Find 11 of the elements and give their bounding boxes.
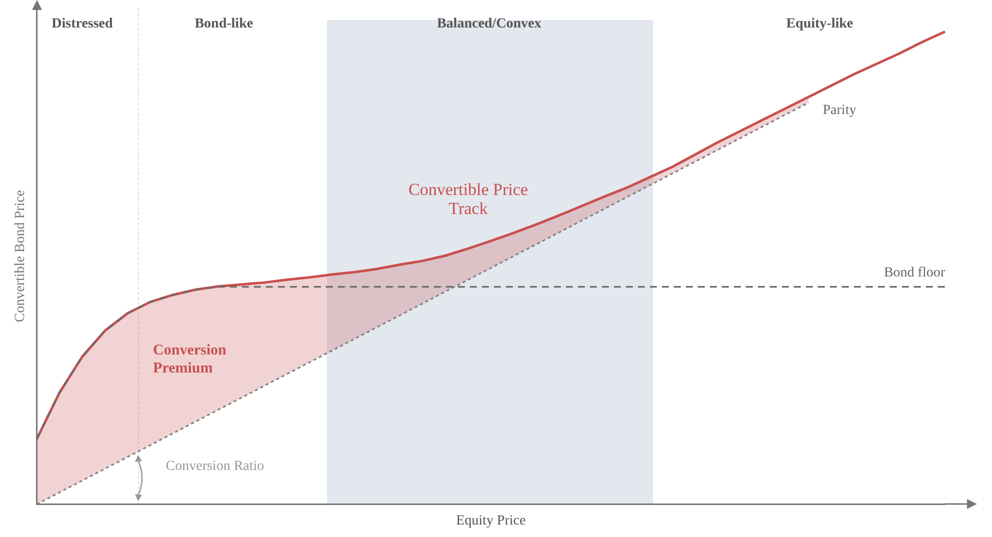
text: Balanced/Convex (436, 16, 542, 32)
text: Bond-like (194, 16, 254, 32)
text: Distressed (52, 16, 114, 32)
annotation: Conversion Ratio (166, 459, 264, 474)
annotation: Conversion Premium (153, 342, 228, 376)
text: Equity-like (786, 16, 854, 32)
series-label: Bond floor (884, 265, 946, 280)
series-label: Parity (822, 103, 856, 118)
x-axis-title: Equity Price (456, 513, 526, 528)
series-label: Convertible Price Track (408, 180, 528, 218)
y-axis-title: Convertible Bond Price (13, 190, 28, 322)
